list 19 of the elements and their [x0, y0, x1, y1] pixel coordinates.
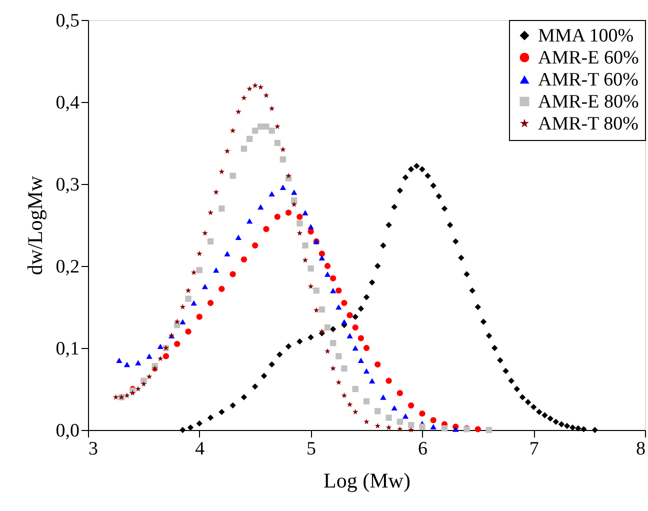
x-axis-title: Log (Mw) [324, 468, 410, 492]
x-tick-label: 7 [529, 438, 539, 460]
y-tick-label: 0,1 [56, 338, 80, 360]
x-tick-label: 3 [88, 438, 98, 460]
x-tick-label: 4 [195, 438, 206, 460]
y-tick-label: 0,4 [56, 92, 80, 114]
y-tick-label: 0,5 [56, 10, 80, 32]
x-tick-label: 5 [306, 438, 316, 460]
x-tick-label: 6 [418, 438, 428, 460]
legend-label: AMR-T 60% [538, 70, 639, 90]
x-tick-label: 8 [636, 438, 646, 460]
legend-label: AMR-T 80% [538, 114, 639, 134]
legend-label: AMR-E 80% [538, 92, 639, 112]
y-tick-label: 0,3 [56, 174, 80, 196]
y-axis-title: dw/LogMw [22, 175, 47, 276]
legend-label: AMR-E 60% [538, 48, 639, 68]
y-tick-label: 0,2 [56, 256, 80, 278]
y-tick-label: 0,0 [56, 420, 80, 442]
legend-label: MMA 100% [538, 26, 634, 46]
